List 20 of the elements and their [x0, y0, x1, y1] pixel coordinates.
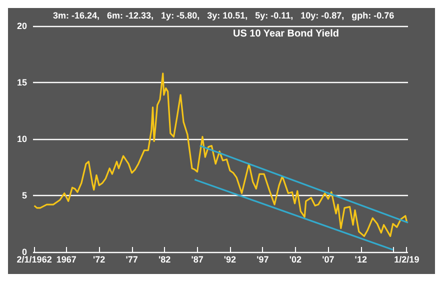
- x-tick-label: 1/2/19: [394, 254, 420, 264]
- x-tick-label: '07: [322, 254, 334, 264]
- x-tick-label: '12: [354, 254, 367, 264]
- y-tick-label: 5: [22, 190, 27, 200]
- x-tick-label: '92: [224, 254, 236, 264]
- y-tick-label: 15: [16, 78, 27, 88]
- x-tick-label: 2/1/1962: [16, 254, 52, 264]
- text: 3m: -16.24, 6m: -12.33, 1y: -5.80, 3y: 10.51, 5y: -0.11, 10y: -0.87, gph: -0.76: [53, 10, 394, 20]
- y-tick-label: 0: [22, 247, 27, 257]
- x-tick-label: 1967: [56, 254, 76, 264]
- x-tick-label: '87: [191, 254, 204, 264]
- x-tick-label: '02: [289, 254, 302, 264]
- x-tick-label: '72: [93, 254, 106, 264]
- x-tick-label: '97: [256, 254, 269, 264]
- y-tick-label: 20: [16, 21, 27, 31]
- y-tick-label: 10: [16, 134, 27, 144]
- chart-title: US 10 Year Bond Yield: [233, 28, 339, 40]
- line-series: [34, 72, 408, 237]
- x-tick-label: '82: [158, 254, 171, 264]
- x-tick-label: '77: [126, 254, 138, 264]
